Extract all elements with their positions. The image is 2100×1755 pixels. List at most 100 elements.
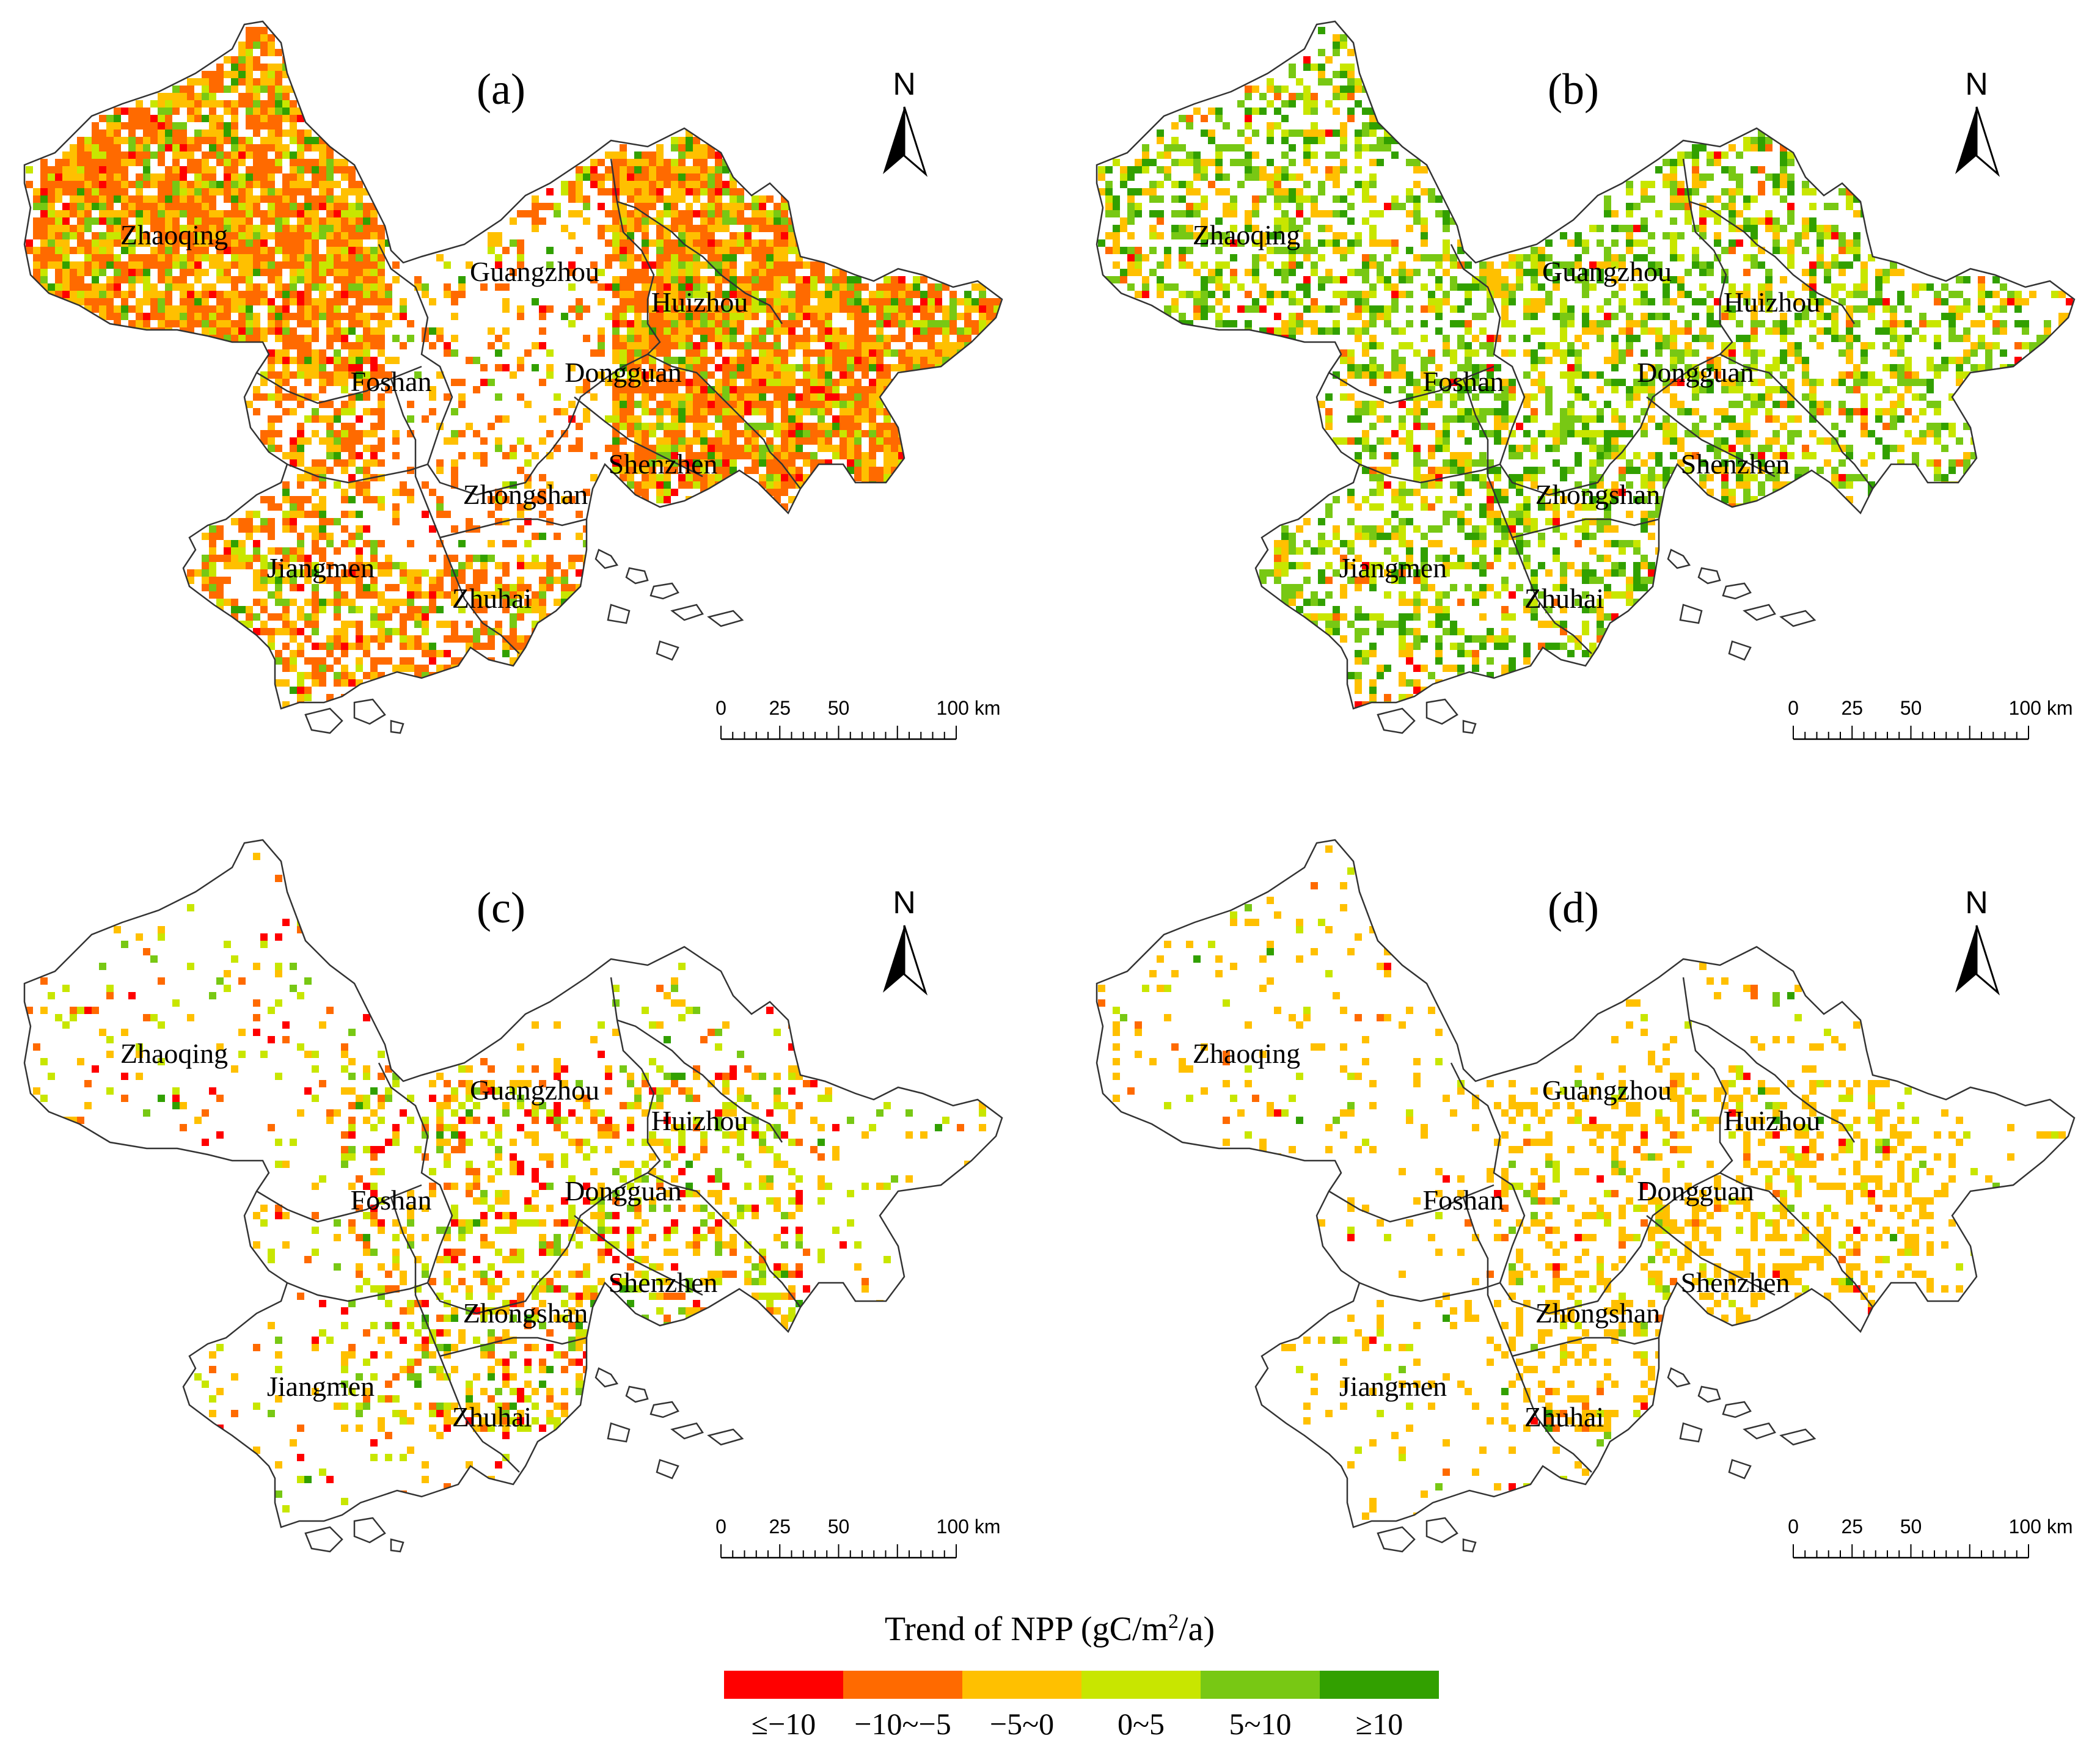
north-arrow-icon	[883, 925, 904, 993]
legend-label: −5~0	[990, 1707, 1054, 1741]
legend-swatch	[1201, 1671, 1320, 1699]
scale-bar-a: 0 25 50 100 km	[715, 697, 1001, 740]
scale-bar-b: 0 25 50 100 km	[1788, 697, 2073, 740]
scale-bar-c: 0 25 50 100 km	[715, 1516, 1000, 1559]
city-label-zhongshan: Zhongshan	[1535, 479, 1660, 510]
city-label-zhuhai: Zhuhai	[452, 583, 532, 614]
scale-tick-label: 100 km	[2009, 1516, 2073, 1538]
panel-label-a: (a)	[477, 65, 525, 114]
npp-raster-b	[1098, 27, 2073, 709]
legend-swatch	[1081, 1671, 1201, 1699]
city-label-huizhou: Huizhou	[1724, 1105, 1820, 1136]
scale-tick-label: 25	[1841, 697, 1863, 719]
city-label-foshan: Foshan	[1423, 366, 1504, 397]
scale-tick-label: 0	[715, 1516, 726, 1538]
legend-label: 5~10	[1229, 1707, 1291, 1741]
scale-tick-label: 25	[769, 1516, 791, 1538]
region-boundary-c	[23, 839, 1003, 1528]
region-boundary-b	[1096, 20, 2076, 710]
city-label-zhongshan: Zhongshan	[463, 1297, 588, 1329]
legend-swatches	[724, 1671, 1439, 1699]
city-label-zhongshan: Zhongshan	[1535, 1297, 1660, 1329]
north-label: N	[1965, 67, 1988, 102]
region-boundary-d	[1096, 839, 2076, 1528]
panel-label-c: (c)	[477, 883, 525, 932]
legend-title: Trend of NPP (gC/m2/a)	[885, 1610, 1215, 1648]
legend-label: ≤−10	[752, 1707, 816, 1741]
city-labels-c: Zhaoqing Guangzhou Huizhou Foshan Dongguan Sh…	[120, 1038, 748, 1432]
city-label-shenzhen: Shenzhen	[1681, 1267, 1790, 1298]
legend: Trend of NPP (gC/m2/a) ≤−10 −10~−5 −5~0 0~5…	[724, 1610, 1439, 1741]
city-label-dongguan: Dongguan	[565, 357, 682, 388]
city-labels-d: Zhaoqing Guangzhou Huizhou Foshan Dongguan Sh…	[1193, 1038, 1820, 1432]
city-label-jiangmen: Jiangmen	[1339, 552, 1447, 583]
npp-raster-a	[26, 27, 1001, 709]
city-label-foshan: Foshan	[1423, 1184, 1504, 1216]
city-label-jiangmen: Jiangmen	[1339, 1371, 1447, 1402]
npp-raster-c	[26, 853, 986, 1512]
scale-tick-label: 50	[828, 1516, 850, 1538]
scale-tick-label: 50	[828, 697, 850, 719]
scale-bar-d: 0 25 50 100 km	[1788, 1516, 2073, 1559]
city-label-huizhou: Huizhou	[651, 286, 748, 318]
city-label-guangzhou: Guangzhou	[1542, 256, 1672, 287]
city-label-zhaoqing: Zhaoqing	[1193, 1038, 1300, 1069]
scale-tick-label: 25	[1841, 1516, 1863, 1538]
city-label-huizhou: Huizhou	[651, 1105, 748, 1136]
north-label: N	[893, 885, 916, 921]
city-label-zhaoqing: Zhaoqing	[1193, 219, 1300, 250]
city-label-dongguan: Dongguan	[1637, 1175, 1754, 1206]
city-label-foshan: Foshan	[351, 1184, 432, 1216]
north-arrow-icon	[883, 107, 904, 174]
north-label: N	[1965, 885, 1988, 921]
city-label-guangzhou: Guangzhou	[1542, 1075, 1672, 1106]
legend-title-prefix: Trend of NPP (gC/m	[885, 1610, 1168, 1648]
scale-tick-label: 100 km	[937, 697, 1001, 719]
north-arrow-icon-outline	[903, 925, 928, 996]
map-panel-a: (a) Zhaoqing Guangzhou Huizhou Foshan Donggu…	[23, 20, 1003, 740]
north-arrow-icon-outline	[903, 106, 928, 177]
scale-tick-label: 50	[1900, 1516, 1922, 1538]
north-arrow-d: N	[1955, 885, 2000, 996]
city-label-zhongshan: Zhongshan	[463, 479, 588, 510]
city-label-zhuhai: Zhuhai	[1524, 1401, 1604, 1432]
city-label-foshan: Foshan	[351, 366, 432, 397]
city-label-jiangmen: Jiangmen	[267, 1371, 375, 1402]
city-labels-a: Zhaoqing Guangzhou Huizhou Foshan Dongguan Sh…	[120, 219, 748, 614]
city-label-zhaoqing: Zhaoqing	[120, 219, 228, 250]
city-boundaries-c	[256, 977, 801, 1553]
panel-label-d: (d)	[1548, 883, 1599, 932]
legend-title-suffix: /a)	[1179, 1610, 1215, 1648]
city-label-huizhou: Huizhou	[1724, 286, 1820, 318]
map-panel-c: (c) Zhaoqing Guangzhou Huizhou Foshan Donggu…	[23, 839, 1003, 1559]
legend-swatch	[1320, 1671, 1439, 1699]
scale-tick-label: 100 km	[2009, 697, 2073, 719]
north-arrow-c: N	[883, 885, 928, 996]
scale-tick-label: 0	[1788, 1516, 1799, 1538]
city-label-zhuhai: Zhuhai	[1524, 583, 1604, 614]
north-arrow-b: N	[1955, 67, 2000, 177]
north-label: N	[893, 67, 916, 102]
legend-label: ≥10	[1356, 1707, 1403, 1741]
city-label-shenzhen: Shenzhen	[609, 448, 718, 480]
scale-tick-label: 25	[769, 697, 791, 719]
city-boundaries-d	[1328, 977, 1873, 1553]
city-label-shenzhen: Shenzhen	[1681, 448, 1790, 480]
north-arrow-icon-outline	[1975, 106, 2000, 177]
city-label-zhuhai: Zhuhai	[452, 1401, 532, 1432]
legend-swatch	[843, 1671, 962, 1699]
legend-label: −10~−5	[854, 1707, 951, 1741]
city-boundaries-a	[256, 158, 801, 734]
city-boundaries-b	[1328, 158, 1873, 734]
map-panel-b: (b) Zhaoqing Guangzhou Huizhou Foshan Donggu…	[1096, 20, 2076, 740]
panel-label-b: (b)	[1548, 65, 1599, 114]
legend-swatch	[724, 1671, 843, 1699]
city-label-zhaoqing: Zhaoqing	[120, 1038, 228, 1069]
legend-labels: ≤−10 −10~−5 −5~0 0~5 5~10 ≥10	[752, 1707, 1403, 1741]
city-label-guangzhou: Guangzhou	[470, 1075, 599, 1106]
city-labels-b: Zhaoqing Guangzhou Huizhou Foshan Dongguan Sh…	[1193, 219, 1820, 614]
city-label-dongguan: Dongguan	[565, 1175, 682, 1206]
scale-tick-label: 50	[1900, 697, 1922, 719]
city-label-guangzhou: Guangzhou	[470, 256, 599, 287]
